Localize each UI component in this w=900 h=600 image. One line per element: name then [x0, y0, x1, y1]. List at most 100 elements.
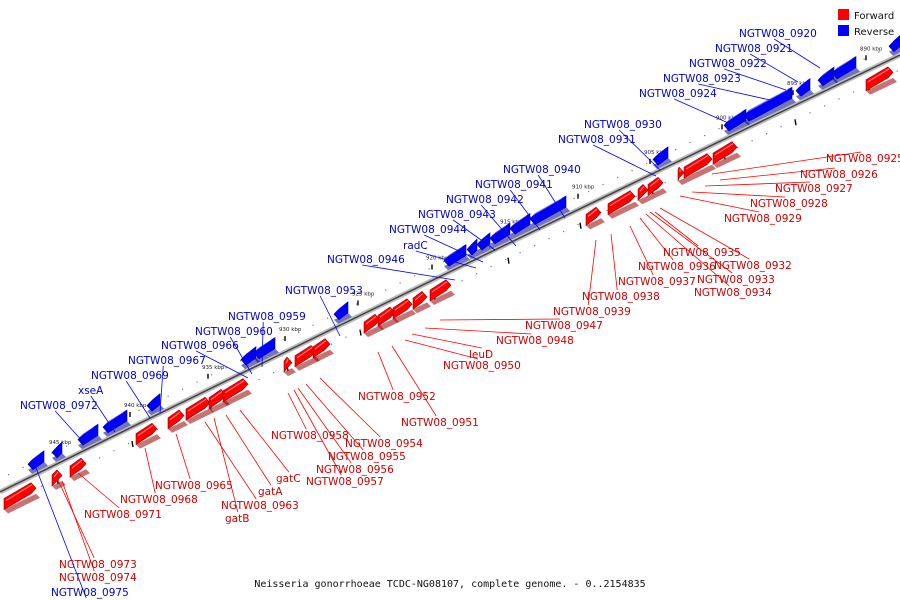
minor-tick	[41, 485, 43, 487]
forward-gene	[712, 141, 741, 169]
gene-highlight	[431, 281, 448, 293]
reverse-gene-label: NGTW08_0966	[161, 340, 239, 352]
gene-body	[509, 212, 531, 235]
forward-gene-label: NGTW08_0954	[345, 438, 423, 450]
tick-label: 935 kbp	[202, 365, 225, 371]
leader-line	[196, 350, 249, 379]
forward-gene-label: gatC	[276, 473, 301, 485]
leader-line	[144, 447, 156, 494]
leader-line	[54, 410, 85, 444]
forward-gene	[135, 422, 161, 449]
gene-body	[652, 146, 669, 166]
gene-shadow	[510, 224, 534, 239]
gene-body	[412, 291, 428, 310]
gene-highlight	[169, 411, 181, 421]
reverse-gene	[146, 393, 164, 416]
forward-gene-label: NGTW08_0968	[120, 494, 198, 506]
forward-gene-label: NGTW08_0926	[800, 169, 878, 181]
reverse-gene-label: radC	[403, 240, 428, 252]
gene-shadow	[866, 77, 897, 95]
gene-highlight	[414, 292, 424, 301]
reverse-gene-label: NGTW08_0931	[558, 134, 636, 146]
leader-line	[239, 409, 290, 473]
leader-line	[593, 144, 657, 177]
gene-shadow	[490, 234, 514, 248]
gene-highlight	[797, 80, 807, 88]
forward-gene-label: NGTW08_0952	[358, 391, 436, 403]
gene-shadow	[430, 290, 455, 305]
gene-highlight	[609, 192, 632, 207]
leader-line	[61, 480, 95, 572]
gene-shadow	[653, 157, 672, 170]
forward-gene	[312, 338, 334, 362]
forward-gene-label: NGTW08_0955	[328, 451, 406, 463]
gene-body	[283, 356, 293, 373]
tick-label: 930 kbp	[279, 327, 302, 333]
gene-highlight	[148, 395, 157, 403]
minor-tick	[606, 209, 608, 212]
gene-shadow	[186, 408, 214, 425]
gene-highlight	[491, 224, 507, 236]
forward-gene	[3, 482, 40, 514]
gene-highlight	[5, 484, 33, 502]
forward-gene-label: NGTW08_0936	[638, 261, 716, 273]
tick-layer: 945 kbp 940 kbp 935 kbp 930 kbp 925 kbp 920 k…	[8, 44, 898, 502]
gene-shadow	[713, 152, 741, 169]
gene-body	[135, 422, 158, 446]
leader-line	[587, 239, 597, 306]
gene-highlight	[511, 214, 527, 226]
forward-gene	[167, 409, 188, 433]
gene-shadow	[28, 461, 48, 474]
gene-body	[363, 313, 381, 334]
reverse-gene	[529, 195, 570, 229]
gene-highlight	[587, 208, 598, 217]
minor-tick	[751, 140, 753, 142]
leader-line	[724, 68, 787, 91]
gene-body	[240, 346, 257, 366]
forward-gene-label: gatA	[258, 486, 283, 498]
forward-gene-label: NGTW08_0932	[714, 260, 792, 272]
reverse-gene	[27, 450, 48, 474]
gene-shadow	[334, 312, 352, 324]
reverse-gene-label: NGTW08_0944	[389, 224, 467, 236]
gene-highlight	[639, 186, 645, 192]
forward-gene	[637, 184, 652, 205]
gene-body	[637, 184, 649, 201]
gene-body	[253, 336, 276, 360]
gene-shadow	[4, 493, 40, 514]
minor-tick	[273, 371, 275, 374]
gene-body	[865, 66, 894, 92]
leader-line	[639, 217, 674, 261]
gene-body	[185, 396, 211, 421]
gene-highlight	[819, 68, 831, 78]
forward-gene-label: leuD	[469, 349, 493, 361]
reverse-gene-label: NGTW08_0942	[446, 194, 524, 206]
gene-highlight	[394, 300, 409, 311]
forward-gene-label: NGTW08_0958	[271, 430, 349, 442]
tick-label: 905 kbp	[644, 150, 667, 156]
minor-tick	[534, 244, 536, 247]
forward-gene	[69, 457, 90, 482]
leader-line	[319, 377, 381, 438]
forward-gene-label: NGTW08_0937	[618, 276, 696, 288]
tick-label: 945 kbp	[49, 440, 72, 446]
leader-line	[645, 213, 730, 287]
reverse-gene	[888, 35, 900, 56]
gene-body	[712, 141, 738, 165]
gene-body	[27, 450, 45, 471]
minor-tick	[664, 181, 666, 184]
reverse-gene-label: xseA	[78, 385, 104, 397]
forward-gene-label: NGTW08_0947	[525, 320, 603, 332]
leader-line	[610, 233, 618, 291]
tick-mark-lower	[579, 222, 582, 229]
gene-body	[466, 238, 478, 256]
minor-tick	[476, 273, 478, 275]
gene-highlight	[365, 315, 377, 325]
leader-line	[77, 472, 120, 509]
reverse-gene	[466, 238, 481, 259]
reverse-gene-label: NGTW08_0940	[503, 164, 581, 176]
gene-highlight	[224, 380, 245, 394]
gene-highlight	[53, 443, 59, 450]
minor-tick	[896, 70, 898, 72]
forward-gene	[412, 291, 431, 314]
